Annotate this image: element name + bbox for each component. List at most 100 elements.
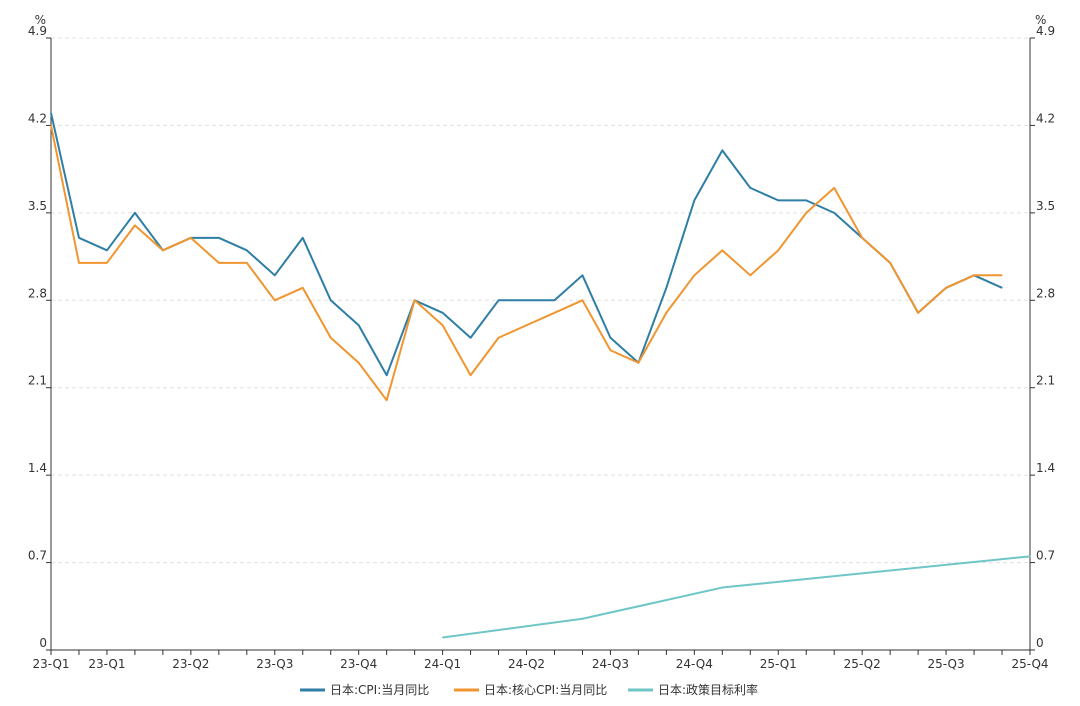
left-y-tick-label: 4.9: [28, 24, 47, 38]
left-y-tick-label: 3.5: [28, 199, 47, 213]
data-point: [833, 212, 835, 214]
data-point: [553, 299, 556, 301]
data-point: [274, 274, 276, 276]
data-point: [525, 324, 528, 326]
data-point: [917, 312, 919, 314]
data-point: [497, 337, 500, 339]
right-y-tick-label: 2.1: [1036, 374, 1055, 388]
data-point: [246, 249, 248, 251]
x-tick-label: 25-Q4: [1011, 657, 1048, 671]
data-point: [106, 262, 108, 264]
data-point: [134, 212, 136, 214]
x-tick-label: 25-Q1: [760, 657, 797, 671]
data-point: [106, 249, 108, 251]
x-tick-label: 23-Q4: [340, 657, 377, 671]
series-lines: [50, 112, 1031, 639]
data-point: [469, 374, 472, 376]
data-point: [414, 299, 416, 301]
x-tick-label: 24-Q4: [676, 657, 713, 671]
y-tick-labels: 0 0 0.7 0.7 1.4 1.4 2.1 2.1 2.8 2.8 3.5 3.5 4.2 4.2 4.…: [28, 24, 1055, 650]
data-point: [302, 237, 304, 239]
left-y-tick-label: 0: [39, 636, 47, 650]
data-point: [861, 237, 863, 239]
x-tick-label: 23-Q1: [32, 657, 69, 671]
legend: 日本:CPI:当月同比 日本:核心CPI:当月同比 日本:政策目标利率: [300, 682, 758, 697]
data-point: [581, 299, 584, 301]
data-point: [78, 262, 80, 264]
data-point: [945, 287, 947, 289]
data-point: [469, 337, 472, 339]
data-point: [218, 237, 220, 239]
x-tick-label: 24-Q3: [592, 657, 629, 671]
data-point: [218, 262, 220, 264]
data-point: [665, 312, 667, 314]
series-line-0: [50, 112, 1003, 377]
data-point: [190, 237, 192, 239]
data-point: [442, 312, 444, 314]
data-point: [78, 237, 80, 239]
data-point: [302, 287, 304, 289]
data-point: [358, 362, 360, 364]
legend-label-2: 日本:政策目标利率: [658, 682, 758, 697]
x-tick-label: 25-Q2: [844, 657, 881, 671]
x-tick-label: 23-Q2: [172, 657, 209, 671]
data-point: [553, 312, 556, 314]
data-point: [889, 262, 891, 264]
data-point: [693, 199, 695, 201]
data-point: [805, 199, 807, 201]
legend-label-1: 日本:核心CPI:当月同比: [484, 683, 607, 697]
left-y-tick-label: 2.8: [28, 286, 47, 300]
left-unit-label: %: [35, 13, 46, 27]
data-point: [497, 299, 500, 301]
data-point: [134, 224, 136, 226]
data-point: [609, 349, 612, 351]
right-y-tick-label: 0.7: [1036, 549, 1055, 563]
left-y-tick-label: 0.7: [28, 549, 47, 563]
x-tick-label: 24-Q1: [424, 657, 461, 671]
data-point: [777, 249, 779, 251]
data-point: [721, 249, 723, 251]
legend-label-0: 日本:CPI:当月同比: [330, 683, 429, 697]
data-point: [833, 187, 835, 189]
x-tick-label: 23-Q3: [256, 657, 293, 671]
data-point: [777, 199, 779, 201]
data-point: [50, 124, 52, 127]
right-y-tick-label: 4.9: [1036, 24, 1055, 38]
data-point: [442, 324, 444, 326]
grid-lines: [46, 37, 1035, 651]
data-point: [581, 274, 584, 276]
data-point: [749, 187, 751, 189]
x-tick-label: 25-Q3: [928, 657, 965, 671]
data-point: [693, 274, 695, 276]
data-point: [1029, 555, 1031, 557]
series-line-1: [50, 125, 1003, 402]
data-point: [330, 299, 332, 301]
right-y-tick-label: 1.4: [1036, 461, 1055, 475]
data-point: [665, 287, 667, 289]
right-y-tick-label: 0: [1036, 636, 1044, 650]
data-point: [358, 324, 360, 326]
right-y-tick-label: 4.2: [1036, 111, 1055, 125]
data-point: [609, 337, 612, 339]
data-point: [330, 337, 332, 339]
left-y-tick-label: 1.4: [28, 461, 47, 475]
data-point: [973, 274, 975, 276]
data-point: [386, 399, 388, 401]
data-point: [246, 262, 248, 264]
x-tick-label: 23-Q1: [88, 657, 125, 671]
data-point: [1001, 274, 1003, 276]
data-point: [749, 274, 751, 276]
data-point: [1001, 287, 1003, 289]
data-point: [805, 212, 807, 214]
left-y-tick-label: 4.2: [28, 111, 47, 125]
data-point: [274, 299, 276, 301]
data-point: [386, 374, 388, 376]
x-tick-labels: 23-Q1 23-Q1 23-Q2 23-Q3 23-Q4 24-Q1 24-Q2 24-Q3…: [32, 650, 1049, 671]
data-point: [637, 362, 640, 364]
axes: [50, 38, 1031, 651]
data-point: [50, 112, 52, 114]
data-point: [442, 636, 444, 639]
right-y-tick-label: 2.8: [1036, 286, 1055, 300]
data-point: [525, 299, 528, 301]
